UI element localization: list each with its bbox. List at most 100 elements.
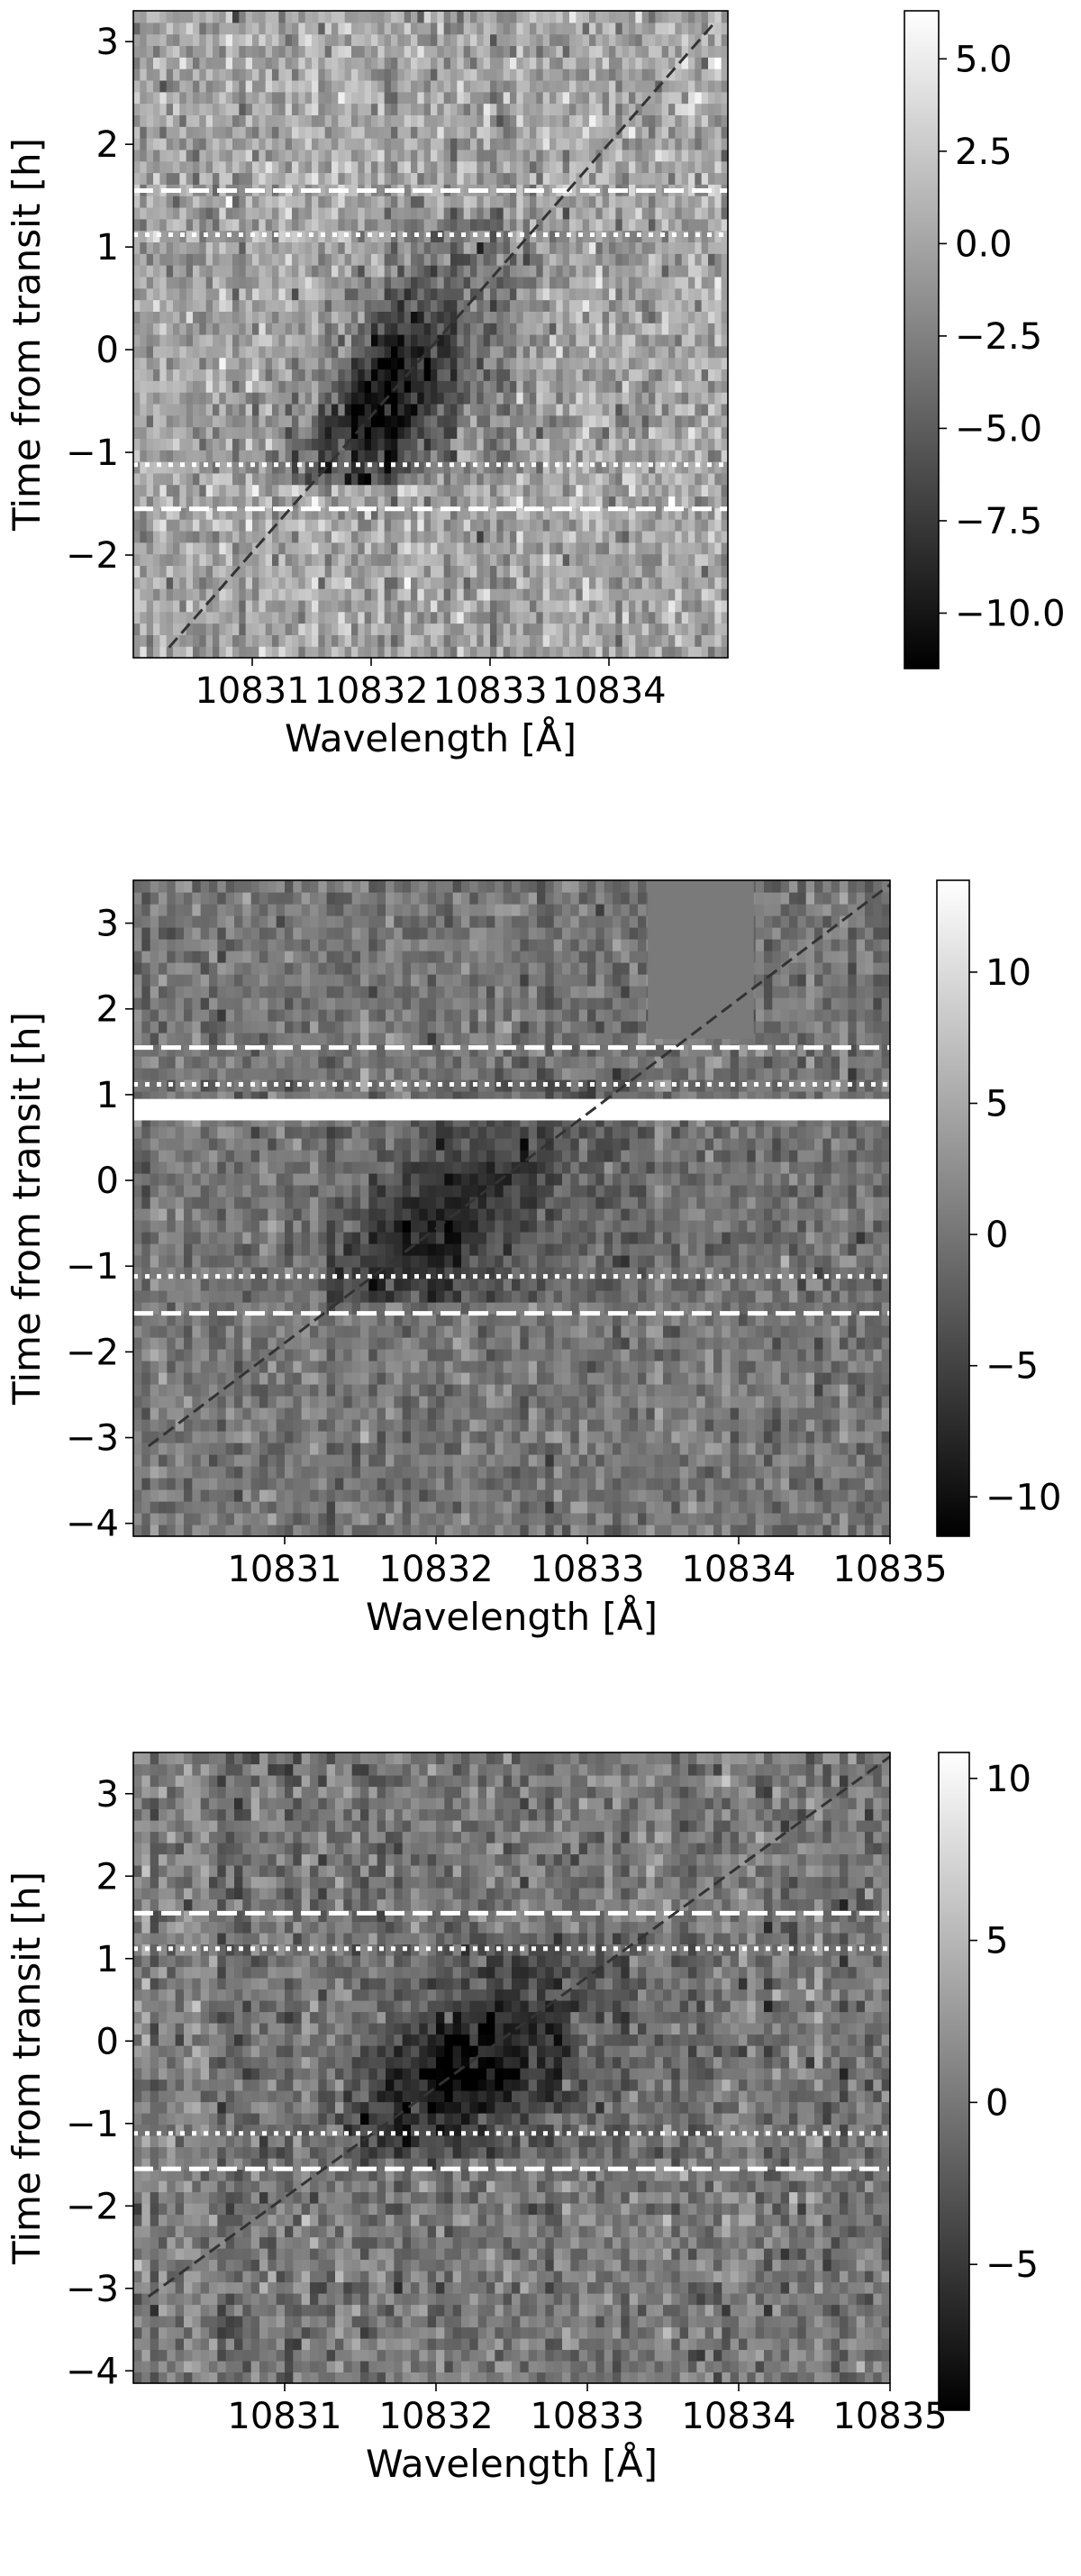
heatmap-cell (304, 138, 313, 150)
heatmap-cell (344, 403, 352, 416)
heatmap-cell (457, 91, 465, 105)
heatmap-cell (179, 414, 187, 428)
heatmap-cell (265, 577, 273, 589)
heatmap-cell (516, 241, 524, 254)
heatmap-cell (292, 114, 299, 127)
heatmap-cell (259, 623, 267, 635)
heatmap-cell (457, 33, 465, 47)
heatmap-cell (550, 357, 557, 370)
heatmap-cell (635, 345, 643, 359)
heatmap-cell (562, 241, 570, 254)
heatmap-cell (602, 472, 610, 486)
heatmap-cell (483, 172, 491, 185)
heatmap-cell (252, 472, 259, 486)
heatmap-cell (714, 172, 722, 185)
heatmap-cell (411, 623, 418, 635)
heatmap-cell (232, 103, 240, 115)
heatmap-cell (304, 542, 313, 555)
heatmap-cell (576, 496, 584, 508)
heatmap-cell (668, 392, 676, 405)
heatmap-cell (562, 68, 570, 81)
heatmap-cell (219, 553, 227, 567)
heatmap-cell (265, 79, 273, 93)
heatmap-cell (542, 184, 550, 196)
heatmap-cell (259, 79, 267, 93)
heatmap-cell (153, 426, 160, 439)
heatmap-cell (443, 287, 451, 301)
heatmap-cell (562, 646, 570, 659)
heatmap-cell (292, 276, 299, 289)
heatmap (133, 11, 729, 659)
heatmap-cell (550, 230, 557, 243)
heatmap-cell (232, 114, 240, 127)
heatmap-cell (179, 323, 187, 335)
heatmap-cell (503, 79, 511, 93)
heatmap-cell (463, 265, 471, 278)
heatmap-cell (292, 265, 299, 278)
heatmap-cell (714, 241, 722, 254)
heatmap-cell (199, 299, 207, 312)
heatmap-cell (661, 299, 669, 312)
heatmap-cell (609, 484, 616, 497)
heatmap-cell (450, 553, 458, 567)
heatmap-cell (655, 103, 663, 115)
heatmap-cell (391, 114, 398, 127)
heatmap-cell (318, 403, 326, 416)
heatmap-cell (582, 230, 590, 243)
heatmap-cell (159, 218, 168, 232)
heatmap-cell (668, 553, 676, 567)
heatmap-cell (205, 565, 213, 578)
heatmap-cell (649, 611, 656, 624)
heatmap-cell (437, 172, 445, 185)
heatmap-cell (384, 138, 392, 150)
heatmap-cell (681, 599, 689, 613)
heatmap-cell (661, 103, 669, 115)
heatmap-cell (324, 138, 332, 150)
heatmap-cell (199, 577, 207, 589)
heatmap-cell (199, 461, 207, 474)
heatmap-cell (179, 623, 187, 635)
heatmap-cell (318, 392, 326, 405)
heatmap-cell (272, 57, 279, 69)
heatmap-cell (490, 311, 497, 323)
heatmap-cell (530, 218, 537, 232)
heatmap-cell (245, 634, 253, 647)
heatmap-cell (582, 426, 590, 439)
heatmap-cell (417, 553, 425, 567)
heatmap-cell (510, 577, 517, 589)
heatmap-cell (272, 553, 279, 567)
heatmap-cell (213, 565, 220, 578)
heatmap-cell (252, 530, 259, 543)
heatmap-cell (304, 206, 313, 220)
heatmap-cell (133, 172, 141, 185)
heatmap-cell (304, 265, 313, 278)
heatmap-cell (556, 126, 564, 139)
heatmap-cell (516, 206, 524, 220)
heatmap-cell (721, 311, 729, 323)
heatmap-cell (615, 357, 623, 370)
heatmap-cell (556, 68, 564, 81)
heatmap-cell (371, 496, 378, 508)
heatmap-cell (133, 196, 141, 208)
heatmap-cell (344, 438, 352, 451)
heatmap-cell (358, 103, 366, 115)
heatmap-cell (173, 392, 180, 405)
heatmap-cell (272, 334, 279, 347)
heatmap-cell (681, 369, 689, 381)
heatmap-cell (589, 438, 596, 451)
heatmap-cell (186, 345, 194, 359)
heatmap-cell (536, 149, 544, 162)
heatmap-cell (503, 507, 511, 520)
heatmap-cell (298, 577, 306, 589)
heatmap-cell (324, 126, 332, 139)
heatmap-cell (649, 553, 656, 567)
heatmap-cell (364, 265, 372, 278)
heatmap-cell (477, 79, 485, 93)
heatmap-cell (205, 230, 213, 243)
heatmap-cell (443, 450, 451, 462)
heatmap-cell (225, 553, 233, 567)
heatmap-cell (708, 507, 715, 520)
heatmap-cell (166, 114, 174, 127)
heatmap-cell (649, 334, 656, 347)
heatmap-cell (556, 450, 564, 462)
